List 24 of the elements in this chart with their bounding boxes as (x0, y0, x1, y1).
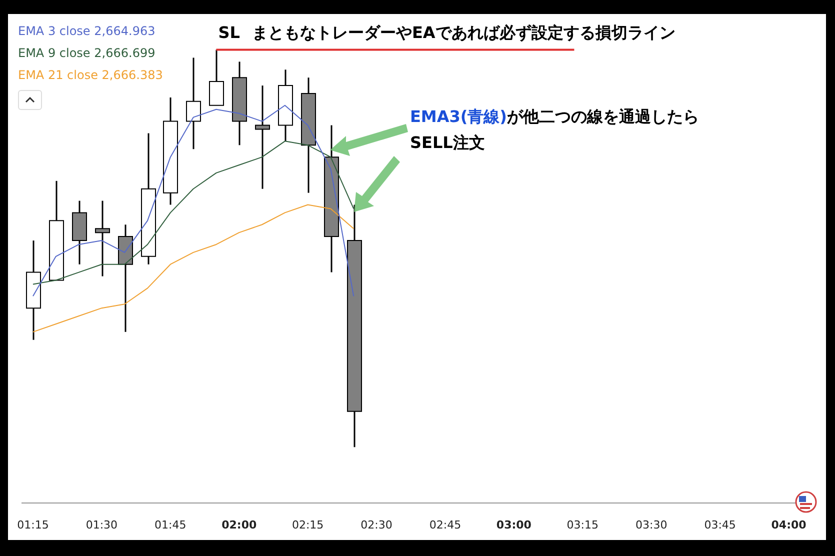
x-tick-label: 01:15 (17, 518, 49, 532)
text: EMA 21 close 2,666.383 (18, 68, 163, 82)
x-tick-label: 01:45 (154, 518, 186, 532)
x-tick-label: 03:30 (636, 518, 668, 532)
x-tick-label: 03:45 (704, 518, 736, 532)
annotation: SL (218, 22, 240, 42)
text: まともなトレーダーやEAであれば必ず設定する損切ライン (252, 22, 676, 42)
x-tick-label: 03:15 (566, 518, 598, 532)
annotation: が他二つの線を通過したら (506, 107, 699, 126)
annotation: SELL注文 (410, 133, 485, 152)
x-tick-label: 02:45 (429, 518, 462, 532)
x-tick-label: 04:00 (771, 518, 807, 532)
x-tick-label: 03:00 (496, 518, 532, 532)
candlestick (186, 56, 201, 150)
candlestick (255, 84, 270, 190)
text: EMA 3 close 2,664.963 (18, 24, 156, 38)
x-tick-label: 02:00 (222, 518, 257, 532)
candlestick (209, 49, 224, 106)
x-tick-label: 02:30 (360, 518, 392, 532)
annotation: EMA3(青線) (410, 107, 507, 126)
text: EMA 9 close 2,666.699 (18, 46, 156, 60)
candlestick (95, 200, 110, 278)
x-tick-label: 02:15 (292, 518, 324, 532)
x-tick-label: 01:30 (86, 518, 118, 532)
